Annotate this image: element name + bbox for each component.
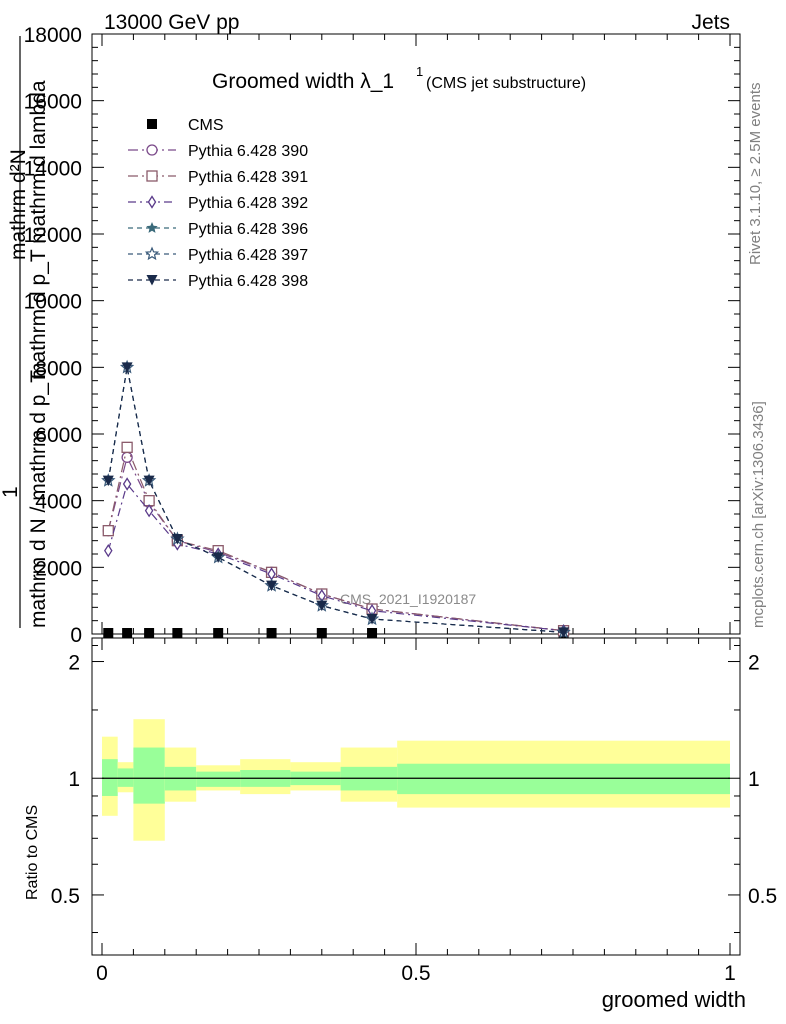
ratio-inner-band-bin [102, 759, 118, 796]
analysis-watermark: CMS_2021_I1920187 [340, 591, 476, 607]
main-y-tick-label: 4000 [35, 491, 82, 514]
data-point-cms [266, 628, 277, 638]
main-y-tick-label: 2000 [35, 557, 82, 580]
data-point-pythia-6-428-398 [316, 600, 328, 612]
main-y-tick-label: 8000 [35, 357, 82, 380]
main-panel: 0 2000 4000 6000 8000 10000 12000 14000 16000 180… [24, 24, 741, 647]
main-ylabel-line3: 1 [0, 486, 22, 498]
legend-marker-cms [147, 119, 157, 129]
data-point-pythia-6-428-398 [366, 614, 378, 625]
plot-title-subtitle: (CMS jet substructure) [426, 75, 586, 92]
data-point-pythia-6-428-398 [143, 475, 155, 487]
legend-label-pythia-6-428-391: Pythia 6.428 391 [188, 169, 308, 186]
data-point-pythia-6-428-398 [121, 362, 133, 373]
ratio-y-tick-label-left: 1 [68, 768, 80, 791]
plot-title: Groomed width λ_1 1 (CMS jet substructur… [212, 64, 586, 93]
series-cms [103, 628, 569, 638]
series-pythia-6-428-397 [101, 359, 571, 639]
data-point-pythia-6-428-392 [104, 543, 113, 558]
data-point-cms [122, 628, 133, 638]
series-line-pythia-6-428-398 [107, 367, 564, 633]
x-axis-label: groomed width [602, 987, 746, 1012]
data-point-cms [172, 628, 183, 638]
main-y-tick-label: 18000 [24, 24, 82, 47]
legend-marker-pythia-6-428-391 [146, 170, 158, 182]
ratio-inner-band-bin [133, 747, 165, 804]
main-y-tick-label: 6000 [35, 424, 82, 447]
ratio-ylabel: Ratio to CMS [24, 805, 41, 900]
legend-label-pythia-6-428-398: Pythia 6.428 398 [188, 273, 308, 290]
legend-label-pythia-6-428-390: Pythia 6.428 390 [188, 143, 308, 160]
data-point-cms [144, 628, 155, 638]
data-point-pythia-6-428-392 [144, 503, 154, 518]
data-point-pythia-6-428-398 [102, 475, 114, 487]
main-ylabel-line1: mathrm d²N [7, 149, 30, 260]
data-point-pythia-6-428-398 [171, 534, 183, 545]
ratio-y-tick-label-right: 2 [748, 652, 760, 675]
main-y-tick-label: 0 [70, 624, 82, 647]
data-point-pythia-6-428-390 [121, 451, 133, 463]
legend-marker-pythia-6-428-398 [146, 275, 158, 286]
main-y-tick-label: 10000 [24, 291, 82, 314]
data-point-pythia-6-428-398 [558, 627, 570, 638]
series-line-pythia-6-428-392 [107, 482, 564, 632]
series-pythia-6-428-392 [104, 477, 568, 638]
mcplots-reference-label: mcplots.cern.ch [arXiv:1306.3436] [750, 401, 767, 628]
data-point-pythia-6-428-391 [102, 525, 114, 537]
legend-marker-pythia-6-428-392 [147, 195, 157, 209]
main-ylabel: mathrm d²N mathrm d p_T mathrm d lambda … [0, 36, 50, 628]
category-label: Jets [691, 11, 730, 34]
series-line-pythia-6-428-397 [107, 367, 564, 633]
legend-marker-pythia-6-428-397 [144, 246, 160, 261]
legend-label-cms: CMS [188, 117, 224, 134]
data-point-cms [213, 628, 224, 638]
ratio-inner-band-bin [196, 771, 241, 787]
legend-marker-pythia-6-428-396 [146, 222, 158, 233]
data-point-cms [367, 628, 378, 638]
ratio-y-tick-label-left: 0.5 [51, 885, 80, 908]
x-tick-label: 1 [724, 962, 736, 985]
ratio-inner-band-bin [397, 763, 730, 795]
ratio-y-tick-label-right: 1 [748, 768, 760, 791]
rivet-version-label: Rivet 3.1.10, ≥ 2.5M events [747, 83, 764, 266]
legend-marker-pythia-6-428-390 [146, 144, 158, 156]
main-y-tick-label: 12000 [24, 224, 82, 247]
x-tick-label: 0 [96, 962, 108, 985]
data-point-pythia-6-428-392 [122, 477, 132, 491]
plot-title-main: Groomed width λ_1 [212, 70, 394, 93]
data-point-cms [103, 628, 114, 638]
main-y-tick-label: 16000 [24, 91, 82, 114]
main-ylabel-line4: mathrm d N / mathrm d p_T [27, 370, 50, 628]
energy-label: 13000 GeV pp [104, 11, 239, 34]
series-line-pythia-6-428-396 [107, 367, 564, 633]
data-point-pythia-6-428-398 [212, 552, 224, 563]
legend-label-pythia-6-428-392: Pythia 6.428 392 [188, 195, 308, 212]
ratio-y-tick-label-left: 2 [68, 652, 80, 675]
legend: CMS Pythia 6.428 390 Pythia 6.428 391 Pythi… [128, 117, 308, 290]
x-tick-label: 0.5 [401, 962, 430, 985]
ratio-y-tick-label-right: 0.5 [748, 885, 777, 908]
series-pythia-6-428-398 [102, 362, 570, 638]
main-y-tick-label: 14000 [24, 157, 82, 180]
data-point-pythia-6-428-391 [121, 441, 133, 453]
series-pythia-6-428-396 [102, 361, 570, 638]
ratio-panel: 0.5 0.5 1 1 2 2 0 0.5 1 [51, 637, 777, 985]
plot-title-superscript: 1 [416, 64, 423, 79]
main-ylabel-line2: mathrm d p_T mathrm d lambda [27, 80, 50, 380]
data-point-cms [316, 628, 327, 638]
data-point-pythia-6-428-398 [266, 580, 278, 592]
legend-label-pythia-6-428-396: Pythia 6.428 396 [188, 221, 308, 238]
legend-label-pythia-6-428-397: Pythia 6.428 397 [188, 247, 308, 264]
